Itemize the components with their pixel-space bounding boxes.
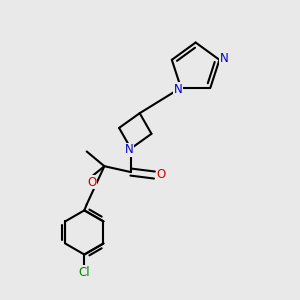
- Text: Cl: Cl: [79, 266, 90, 279]
- Text: O: O: [156, 168, 166, 181]
- Text: N: N: [220, 52, 228, 65]
- Text: N: N: [125, 143, 134, 157]
- Text: O: O: [87, 176, 96, 189]
- Text: N: N: [174, 83, 182, 96]
